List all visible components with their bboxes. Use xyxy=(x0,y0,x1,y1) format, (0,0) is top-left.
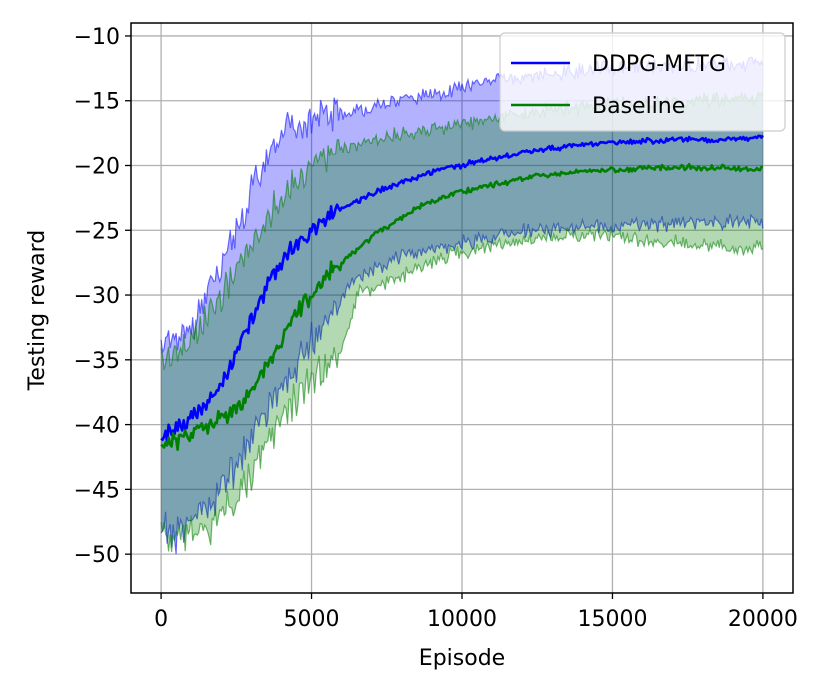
legend-box xyxy=(499,32,786,132)
x-tick-label: 10000 xyxy=(427,607,497,632)
series-line-baseline xyxy=(160,163,763,451)
legend: DDPG-MFTG Baseline xyxy=(499,32,786,132)
y-tick-label: −45 xyxy=(74,478,120,503)
x-tick-label: 5000 xyxy=(284,607,340,632)
series-band-lower-edge xyxy=(160,213,764,555)
y-tick-label: −15 xyxy=(74,90,120,115)
series-band-ddpg-mftg xyxy=(161,57,763,555)
y-tick-label: −10 xyxy=(74,25,120,50)
x-tick-label: 20000 xyxy=(728,607,798,632)
series-band-baseline xyxy=(161,92,763,552)
y-tick-label: −30 xyxy=(74,284,120,309)
y-tick-label: −25 xyxy=(74,219,120,244)
x-axis-label: Episode xyxy=(419,646,505,671)
y-tick-label: −35 xyxy=(74,349,120,374)
x-tick-label: 15000 xyxy=(577,607,647,632)
y-tick-label: −50 xyxy=(74,543,120,568)
y-tick-label: −20 xyxy=(74,155,120,180)
series-band-lower-edge xyxy=(160,227,763,553)
y-axis-label: Testing reward xyxy=(25,230,50,392)
plot-area: 0 5000 10000 15000 20000 −10 −15 −20 −25 −30 −35 −4… xyxy=(74,22,798,632)
x-tick-label: 0 xyxy=(154,607,168,632)
legend-label: Baseline xyxy=(592,94,685,119)
series-line-ddpg-mftg xyxy=(160,134,764,443)
legend-label: DDPG-MFTG xyxy=(592,52,726,77)
y-tick-label: −40 xyxy=(74,414,120,439)
